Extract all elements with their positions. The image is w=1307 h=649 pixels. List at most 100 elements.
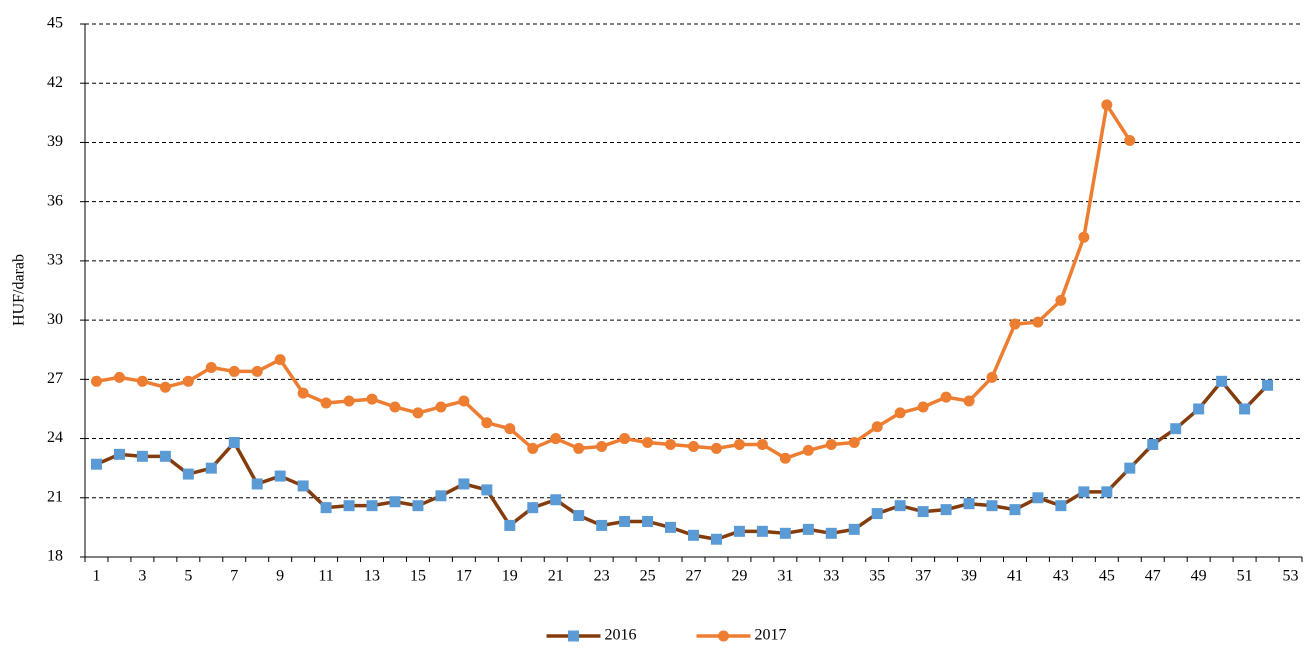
marker (756, 438, 768, 450)
marker (1055, 500, 1067, 512)
marker (642, 515, 654, 527)
x-tick-label: 23 (594, 568, 610, 585)
x-tick-label: 27 (686, 568, 702, 585)
marker (596, 519, 608, 531)
marker (90, 375, 102, 387)
marker (320, 397, 332, 409)
marker (1239, 403, 1251, 415)
marker (136, 375, 148, 387)
marker (1124, 134, 1136, 146)
y-tick-label: 27 (47, 370, 63, 387)
x-tick-label: 37 (915, 568, 931, 585)
marker (986, 371, 998, 383)
marker (568, 630, 579, 642)
marker (205, 462, 217, 474)
marker (504, 423, 516, 435)
series-line (95, 379, 1269, 541)
marker (366, 500, 378, 512)
marker (251, 365, 263, 377)
marker (113, 448, 125, 460)
marker (297, 480, 309, 492)
marker (825, 438, 837, 450)
marker (251, 478, 263, 490)
marker (274, 470, 286, 482)
x-tick-label: 33 (823, 568, 839, 585)
marker (917, 401, 929, 413)
x-tick-label: 41 (1007, 568, 1023, 585)
marker (412, 407, 424, 419)
marker (718, 630, 729, 642)
x-tick-label: 5 (184, 568, 192, 585)
x-tick-label: 17 (456, 568, 472, 585)
x-tick-label: 35 (869, 568, 885, 585)
marker (986, 500, 998, 512)
marker (527, 502, 539, 514)
y-axis-label: HUF/darab (11, 254, 28, 326)
marker (688, 440, 699, 452)
marker (228, 365, 240, 377)
marker (1009, 318, 1021, 330)
marker (435, 490, 447, 502)
marker (1262, 379, 1274, 391)
marker (940, 391, 952, 403)
marker (665, 438, 677, 450)
marker (274, 354, 286, 366)
legend-label: 2016 (605, 627, 637, 644)
x-tick-label: 25 (640, 568, 656, 585)
marker (435, 401, 447, 413)
y-tick-label: 24 (47, 429, 63, 446)
marker (228, 437, 240, 449)
marker (90, 458, 102, 470)
marker (1101, 486, 1113, 498)
x-tick-label: 51 (1237, 568, 1253, 585)
x-tick-label: 11 (318, 568, 333, 585)
x-tick-label: 15 (410, 568, 426, 585)
marker (710, 442, 722, 454)
x-tick-label: 29 (731, 568, 747, 585)
marker (779, 527, 791, 539)
x-tick-label: 1 (92, 568, 100, 585)
y-tick-label: 18 (47, 548, 63, 565)
series-line (96, 103, 1132, 461)
marker (320, 502, 332, 514)
marker (688, 529, 699, 541)
marker (871, 421, 883, 433)
x-tick-label: 43 (1053, 568, 1069, 585)
legend-label: 2017 (755, 627, 787, 644)
marker (504, 519, 516, 531)
marker (1009, 504, 1021, 516)
y-tick-label: 39 (47, 133, 63, 150)
x-tick-label: 19 (502, 568, 518, 585)
marker (1147, 438, 1159, 450)
marker (159, 450, 171, 462)
marker (136, 450, 148, 462)
marker (1170, 423, 1182, 435)
marker (481, 417, 493, 429)
marker (412, 500, 424, 512)
x-tick-label: 13 (364, 568, 380, 585)
y-tick-label: 33 (47, 252, 63, 269)
marker (848, 437, 860, 449)
x-tick-label: 3 (138, 568, 146, 585)
x-tick-label: 21 (548, 568, 564, 585)
marker (1032, 492, 1044, 504)
marker (573, 510, 585, 522)
x-tick-label: 47 (1145, 568, 1161, 585)
marker (159, 381, 171, 393)
marker (481, 484, 493, 496)
marker (619, 433, 631, 445)
x-tick-label: 31 (777, 568, 793, 585)
x-tick-label: 9 (276, 568, 284, 585)
marker (297, 387, 309, 399)
marker (825, 527, 837, 539)
marker (573, 442, 585, 454)
marker (894, 500, 906, 512)
marker (1101, 99, 1113, 111)
marker (940, 504, 952, 516)
marker (802, 523, 814, 535)
marker (779, 452, 791, 464)
marker (1055, 294, 1067, 306)
y-tick-label: 45 (47, 15, 63, 32)
x-tick-label: 39 (961, 568, 977, 585)
